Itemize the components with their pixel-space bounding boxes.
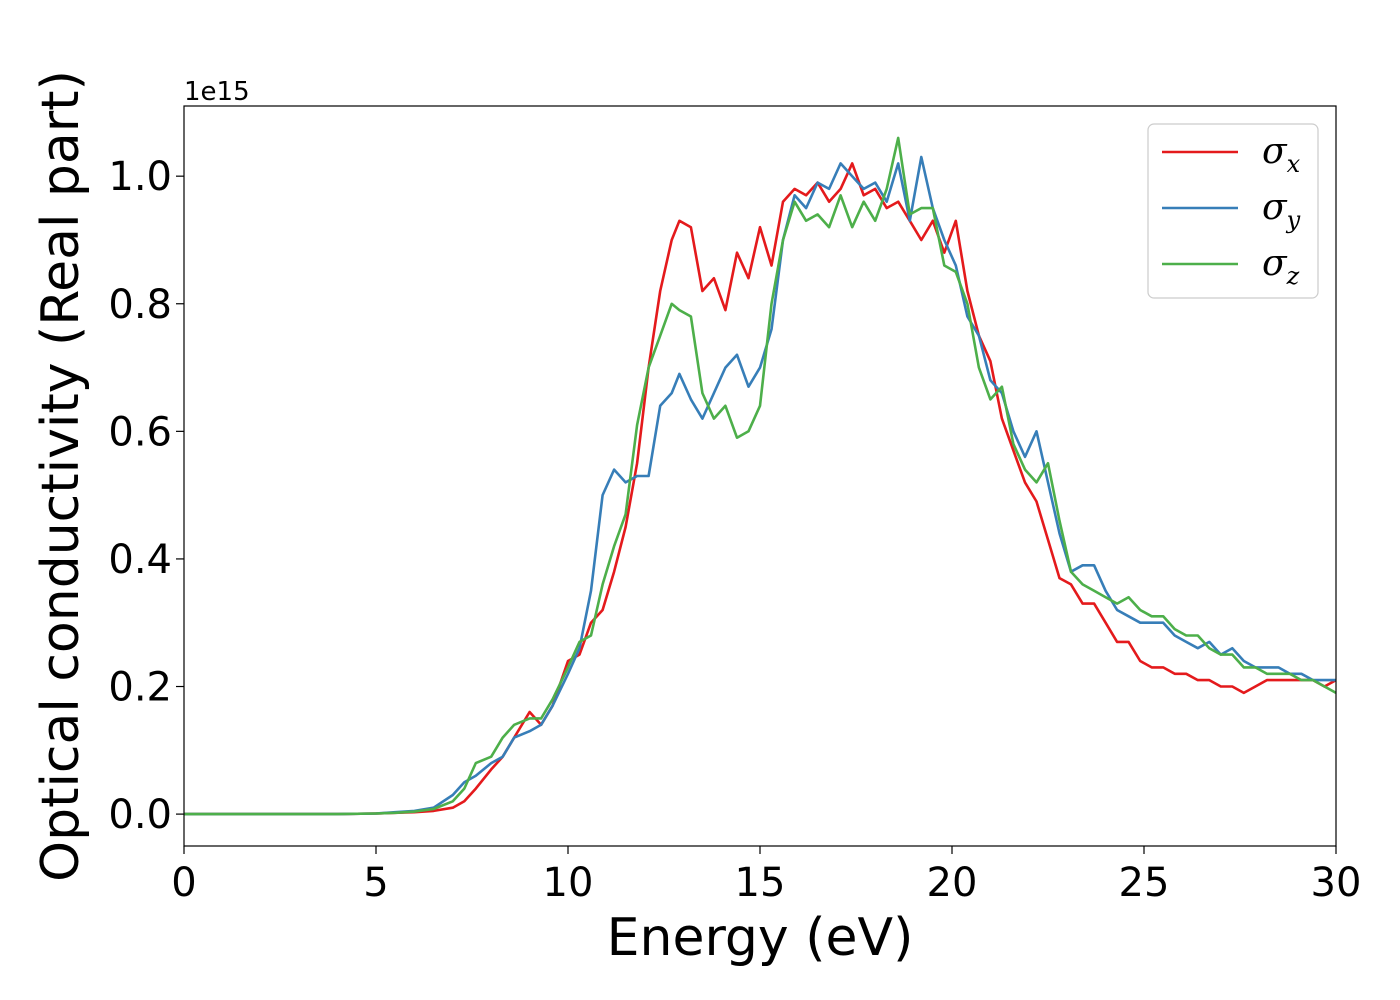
x-tick-label: 20 <box>927 860 978 906</box>
series-line-z <box>184 136 1336 816</box>
x-tick-label: 10 <box>543 860 594 906</box>
y-offset-label: 1e15 <box>184 77 250 107</box>
y-tick-label: 0.8 <box>108 282 172 328</box>
y-tick-label: 0.2 <box>108 665 172 711</box>
series-line-y <box>184 155 1336 816</box>
x-axis-label: Energy (eV) <box>607 908 914 968</box>
x-tick-label: 30 <box>1311 860 1362 906</box>
x-axis-ticks: 0 5 10 15 20 25 30 <box>171 846 1361 906</box>
series-line-x <box>184 162 1336 816</box>
y-tick-label: 0.4 <box>108 537 172 583</box>
legend-box <box>1147 123 1319 299</box>
x-tick-label: 25 <box>1119 860 1170 906</box>
x-tick-label: 0 <box>171 860 196 906</box>
y-axis-label: Optical conductivity (Real part) <box>31 70 91 882</box>
y-tick-label: 0.0 <box>108 792 172 838</box>
x-tick-label: 5 <box>363 860 388 906</box>
y-axis-ticks: 0.0 0.2 0.4 0.6 0.8 1.0 <box>108 154 184 838</box>
series-layer <box>184 136 1336 816</box>
y-tick-label: 0.6 <box>108 409 172 455</box>
x-tick-label: 15 <box>735 860 786 906</box>
y-tick-label: 1.0 <box>108 154 172 200</box>
